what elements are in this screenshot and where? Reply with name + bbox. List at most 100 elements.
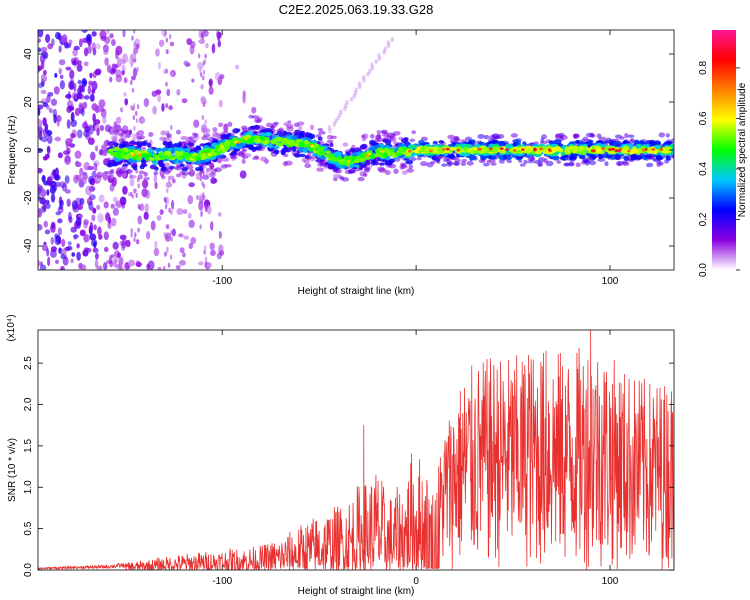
spectrogram-noise-cell	[111, 38, 116, 47]
spectrogram-ridge-cell	[600, 144, 606, 148]
spectrogram-noise-cell	[210, 249, 216, 256]
spectrogram-noise-cell	[179, 260, 186, 266]
spectrogram-noise-cell	[79, 167, 84, 176]
spectrogram-streak-cell	[334, 118, 338, 124]
spectrogram-noise-cell	[38, 168, 43, 173]
snr-y-tick-label: 0.5	[23, 521, 34, 535]
colorbar-label: Normalized spectral amplitude	[737, 82, 748, 217]
spectrogram-ridge-cell	[461, 158, 468, 163]
spectrogram-ridge-cell	[249, 125, 257, 129]
spectrogram-noise-cell	[204, 260, 208, 266]
spectrogram-noise-cell	[201, 115, 205, 121]
spectrogram-noise-cell	[165, 103, 168, 109]
spectrogram-ridge-cell	[188, 139, 197, 143]
spectrogram-ridge-cell	[378, 162, 386, 166]
spectrogram-ridge-cell	[492, 147, 497, 151]
spectrogram-noise-cell	[62, 256, 69, 266]
spectrogram-noise-cell	[182, 252, 186, 258]
spectrogram-ridge-cell	[353, 147, 362, 152]
spectrogram-noise-cell	[83, 220, 89, 229]
spectrogram-noise-cell	[136, 44, 139, 50]
spectrogram-noise-cell	[96, 204, 101, 211]
spectrogram-noise-cell	[79, 229, 86, 237]
spectrogram-noise-cell	[38, 66, 41, 73]
spectrogram-noise-cell	[218, 230, 222, 239]
spectrogram-peak-cell	[489, 147, 493, 151]
spectrogram-ridge-cell	[644, 153, 653, 159]
spectrogram-noise-cell	[239, 170, 247, 179]
spectrogram-ridge-cell	[403, 141, 411, 147]
spectrogram-ridge-cell	[298, 125, 303, 131]
spectrogram-noise-cell	[64, 175, 70, 184]
spectrogram-noise-cell	[112, 196, 118, 203]
snr-marks	[38, 330, 674, 570]
spectrogram-streak-cell	[368, 68, 372, 74]
spectrogram-noise-cell	[104, 57, 109, 66]
spectrogram-streak-cell	[338, 112, 342, 118]
spectrogram-ridge-cell	[436, 147, 441, 152]
spectrogram-peak-cell	[659, 148, 663, 151]
spectrogram-noise-cell	[54, 174, 61, 181]
spectrogram-noise-cell	[189, 45, 195, 55]
spectrogram-ridge-cell	[246, 138, 255, 144]
spectrogram-ridge-cell	[645, 162, 654, 168]
spectrogram-ridge-cell	[615, 140, 620, 145]
spectrogram-ridge-cell	[553, 139, 562, 145]
spectrogram-noise-cell	[165, 81, 168, 87]
spectrogram-ridge-cell	[304, 163, 312, 169]
spectrogram-noise-cell	[43, 220, 48, 228]
spectrogram-peak-cell	[539, 147, 543, 151]
spectrogram-ridge-cell	[583, 136, 589, 142]
spectrogram-streak-cell	[390, 37, 395, 43]
spectrogram-ridge-cell	[299, 153, 306, 158]
spectrogram-noise-cell	[40, 73, 48, 83]
spectrogram-noise-cell	[66, 245, 73, 251]
spectrogram-noise-cell	[159, 209, 164, 215]
spectrogram-noise-cell	[42, 201, 47, 212]
spectrogram-ridge-cell	[223, 141, 231, 147]
spectrogram-noise-cell	[96, 171, 103, 179]
spectrogram-noise-cell	[50, 236, 55, 245]
spectrogram-noise-cell	[165, 181, 173, 188]
spectrogram-noise-cell	[81, 37, 87, 44]
spectrogram-noise-cell	[39, 264, 47, 270]
spectrogram-noise-cell	[170, 70, 174, 78]
spectrogram-noise-cell	[171, 228, 177, 237]
spectrogram-noise-cell	[64, 189, 71, 194]
spectrogram-noise-cell	[90, 239, 98, 247]
spectrogram-noise-cell	[137, 260, 140, 266]
spectrogram-noise-cell	[201, 35, 205, 41]
spectrogram-noise-cell	[87, 45, 92, 54]
spectrogram-noise-cell	[132, 115, 136, 121]
spectrogram-noise-cell	[77, 91, 83, 100]
spectrogram-peak-cell	[477, 148, 481, 151]
spectrogram-ridge-cell	[588, 160, 597, 166]
spectrogram-noise-cell	[49, 180, 57, 189]
spectrogram-noise-cell	[118, 265, 123, 270]
spectrogram-ridge-cell	[182, 171, 191, 176]
spectrogram-streak-cell	[345, 99, 349, 105]
spectrogram-ridge-cell	[383, 152, 388, 158]
spectrogram-noise-cell	[94, 69, 102, 76]
spectrogram-ridge-cell	[259, 132, 267, 137]
spectrogram-ridge-cell	[465, 136, 472, 141]
spectrogram-noise-cell	[242, 90, 246, 98]
spectrogram-noise-cell	[77, 129, 83, 139]
spectrogram-peak-cell	[547, 148, 552, 151]
spectrogram-noise-cell	[97, 213, 104, 224]
spectrogram-noise-cell	[200, 84, 204, 90]
spectrogram-ridge-cell	[141, 146, 146, 151]
spectrogram-noise-cell	[132, 30, 136, 34]
spectrogram-noise-cell	[73, 82, 77, 93]
spectrogram-ridge-cell	[333, 151, 342, 156]
colorbar-tick-label: 0.6	[698, 111, 709, 125]
spectrogram-noise-cell	[93, 224, 97, 231]
spectrogram-noise-cell	[205, 42, 209, 49]
spectrogram-streak-cell	[328, 128, 332, 134]
spectrogram-noise-cell	[219, 74, 225, 80]
spectrogram-ridge-cell	[152, 160, 159, 166]
spectrogram-noise-cell	[109, 76, 113, 83]
spectrogram-noise-cell	[71, 200, 78, 210]
spectrogram-ridge-cell	[541, 134, 548, 140]
spectrogram-noise-cell	[169, 34, 172, 40]
